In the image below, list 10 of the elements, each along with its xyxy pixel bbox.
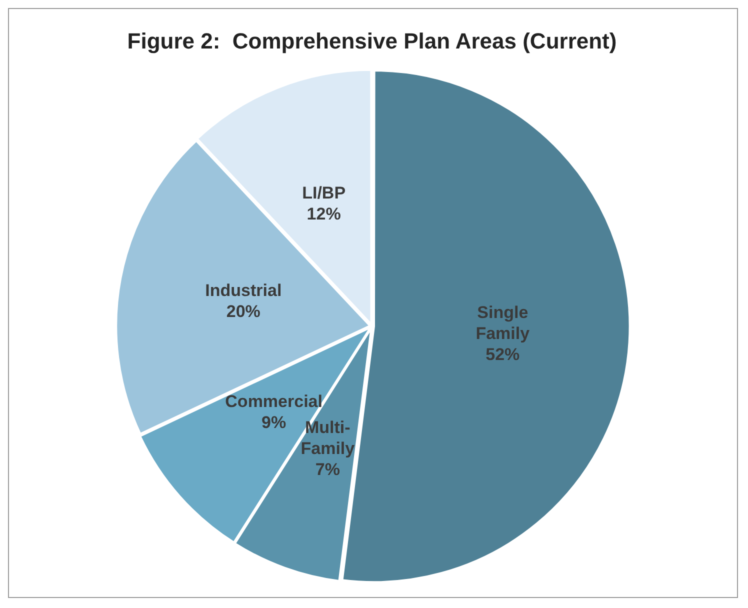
data-label: 12% [306,204,341,224]
data-label: 7% [315,460,340,480]
data-label: 9% [262,412,286,432]
slice-label: Commercial [225,392,322,411]
data-label: 52% [486,345,520,364]
data-label: 20% [226,302,260,321]
slice-label: Single Family [476,303,530,344]
slice-label: LI/BP [302,184,346,203]
slice-label: Industrial [205,280,282,300]
chart-title: Figure 2: Comprehensive Plan Areas (Current) [127,28,617,54]
